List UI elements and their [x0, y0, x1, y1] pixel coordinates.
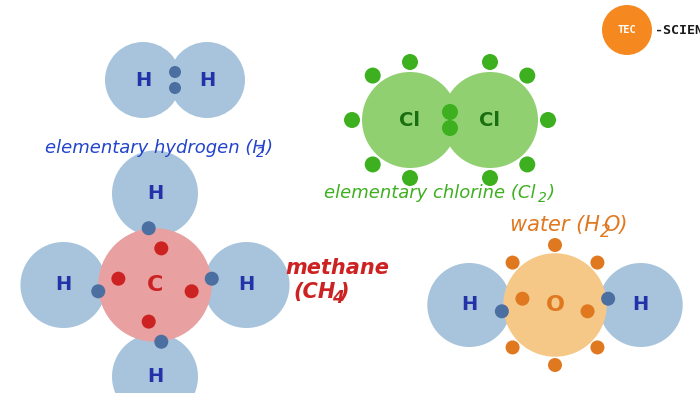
Circle shape [141, 221, 155, 235]
Text: Cl: Cl [400, 110, 421, 130]
Circle shape [112, 334, 198, 393]
Circle shape [205, 272, 219, 286]
Circle shape [602, 5, 652, 55]
Circle shape [601, 292, 615, 306]
Circle shape [344, 112, 360, 128]
Text: 4: 4 [332, 289, 344, 307]
Circle shape [154, 241, 168, 255]
Circle shape [169, 82, 181, 94]
Circle shape [100, 230, 210, 340]
Circle shape [362, 72, 458, 168]
Circle shape [590, 340, 604, 354]
Text: H: H [199, 70, 215, 90]
Text: Cl: Cl [480, 110, 500, 130]
Circle shape [515, 292, 529, 306]
Circle shape [442, 104, 458, 120]
Circle shape [185, 284, 199, 298]
Circle shape [112, 151, 198, 237]
Circle shape [590, 255, 604, 270]
Circle shape [20, 242, 106, 328]
Text: ): ) [265, 139, 272, 157]
Text: methane: methane [285, 258, 389, 278]
Circle shape [442, 72, 538, 168]
Text: H: H [135, 70, 151, 90]
Circle shape [505, 255, 605, 355]
Text: ): ) [340, 282, 349, 302]
Circle shape [169, 42, 245, 118]
Text: H: H [55, 275, 71, 294]
Circle shape [548, 238, 562, 252]
Circle shape [365, 68, 381, 84]
Circle shape [105, 42, 181, 118]
Text: H: H [633, 296, 649, 314]
Circle shape [154, 335, 168, 349]
Circle shape [427, 263, 511, 347]
Text: elementary chlorine (Cl: elementary chlorine (Cl [324, 184, 536, 202]
Text: H: H [239, 275, 255, 294]
Text: H: H [147, 367, 163, 386]
Text: O): O) [603, 215, 627, 235]
Circle shape [402, 54, 418, 70]
Text: (CH: (CH [293, 282, 335, 302]
Text: O: O [545, 295, 564, 315]
Circle shape [141, 315, 155, 329]
Circle shape [540, 112, 556, 128]
Text: 2: 2 [538, 191, 547, 205]
Text: TEC: TEC [617, 25, 636, 35]
Circle shape [442, 120, 458, 136]
Text: elementary hydrogen (H: elementary hydrogen (H [45, 139, 265, 157]
Text: C: C [147, 275, 163, 295]
Circle shape [204, 242, 290, 328]
Circle shape [505, 255, 519, 270]
Text: ): ) [547, 184, 554, 202]
Circle shape [519, 156, 536, 173]
Circle shape [548, 358, 562, 372]
Circle shape [111, 272, 125, 286]
Circle shape [402, 170, 418, 186]
Circle shape [495, 304, 509, 318]
Circle shape [519, 68, 536, 84]
Circle shape [91, 284, 105, 298]
Text: 2: 2 [600, 223, 610, 241]
Circle shape [580, 304, 594, 318]
Text: H: H [147, 184, 163, 203]
Circle shape [169, 66, 181, 78]
Circle shape [598, 263, 682, 347]
Text: 2: 2 [256, 146, 265, 160]
Circle shape [505, 340, 519, 354]
Text: -SCIENCE: -SCIENCE [655, 24, 700, 37]
Circle shape [365, 156, 381, 173]
Text: water (H: water (H [510, 215, 600, 235]
Circle shape [482, 54, 498, 70]
Text: H: H [461, 296, 477, 314]
Circle shape [482, 170, 498, 186]
